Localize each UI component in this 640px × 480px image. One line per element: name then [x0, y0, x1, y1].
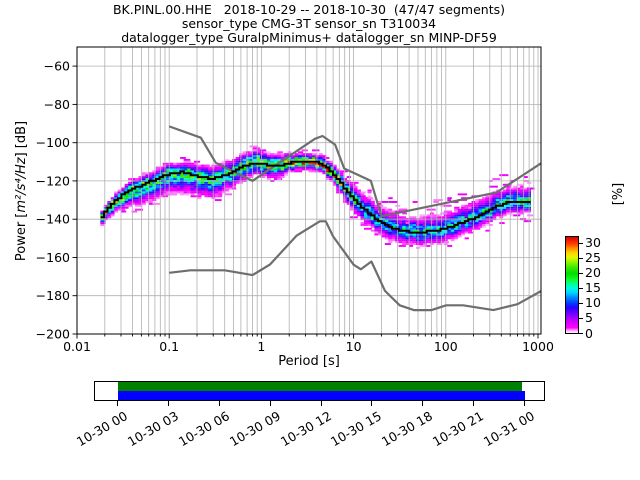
colorbar — [565, 236, 579, 334]
x-tick-label: 10 — [346, 339, 362, 354]
colorbar-tick — [579, 288, 583, 289]
y-tick-label: −180 — [36, 288, 70, 303]
coverage-data — [118, 391, 525, 400]
y-tick-label: −160 — [36, 250, 70, 265]
colorbar-tick-label: 25 — [585, 250, 601, 265]
timeline-tick — [473, 401, 474, 406]
colorbar-tick — [579, 258, 583, 259]
timeline-tick — [321, 401, 322, 406]
colorbar-tick-label: 10 — [585, 295, 601, 310]
y-axis-label: Power [m²/s⁴/Hz] [dB] — [14, 41, 30, 341]
timeline-tick — [524, 401, 525, 406]
ppsd-figure: BK.PINL.00.HHE 2018-10-29 -- 2018-10-30 … — [0, 0, 640, 480]
colorbar-tick — [579, 243, 583, 244]
colorbar-tick — [579, 333, 583, 334]
y-tick-label: −200 — [36, 327, 70, 342]
y-tick-label: −60 — [44, 59, 70, 74]
y-tick-label: −80 — [44, 97, 70, 112]
timeline-tick — [117, 401, 118, 406]
x-tick-label: 0.1 — [159, 339, 179, 354]
x-tick-label: 1000 — [522, 339, 554, 354]
timeline-tick — [168, 401, 169, 406]
timeline-tick — [371, 401, 372, 406]
x-axis-label: Period [s] — [77, 354, 541, 369]
x-tick-label: 100 — [434, 339, 458, 354]
colorbar-tick-label: 15 — [585, 280, 601, 295]
colorbar-tick-label: 5 — [585, 310, 593, 325]
timeline-tick — [422, 401, 423, 406]
y-tick-label: −120 — [36, 173, 70, 188]
colorbar-gradient — [566, 237, 578, 333]
y-tick-label: −100 — [36, 135, 70, 150]
colorbar-unit-label: [%] — [606, 181, 632, 207]
colorbar-tick — [579, 303, 583, 304]
colorbar-tick-label: 0 — [585, 326, 593, 341]
y-tick-label: −140 — [36, 212, 70, 227]
x-tick-label: 1 — [257, 339, 265, 354]
ppsd-plot-canvas: 0.010.11101001000−60−80−100−120−140−160−… — [0, 0, 640, 480]
coverage-timeline — [94, 381, 545, 401]
colorbar-tick-label: 30 — [585, 235, 601, 250]
colorbar-tick — [579, 318, 583, 319]
timeline-tick — [219, 401, 220, 406]
timeline-tick — [270, 401, 271, 406]
coverage-psd-segments — [118, 382, 522, 391]
colorbar-tick-label: 20 — [585, 265, 601, 280]
colorbar-tick — [579, 273, 583, 274]
